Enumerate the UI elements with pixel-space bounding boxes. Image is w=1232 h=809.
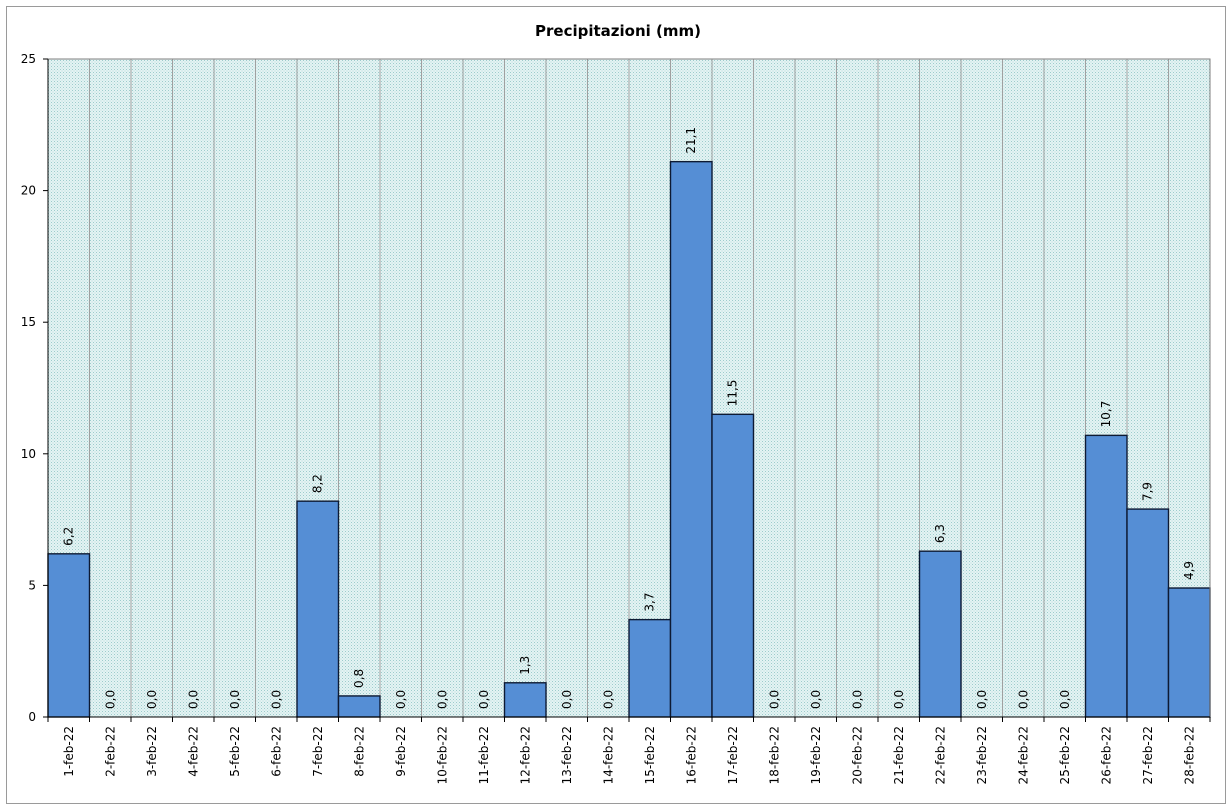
x-tick-label: 12-feb-22 <box>518 726 532 784</box>
data-label: 0,0 <box>767 690 781 709</box>
x-tick-label: 22-feb-22 <box>933 726 947 784</box>
x-tick-label: 28-feb-22 <box>1182 726 1196 784</box>
data-label: 4,9 <box>1182 561 1196 580</box>
data-label: 0,0 <box>269 690 283 709</box>
chart-title: Precipitazioni (mm) <box>535 22 701 40</box>
bar <box>337 695 381 718</box>
x-tick-label: 11-feb-22 <box>477 726 491 784</box>
data-label: 10,7 <box>1099 401 1113 428</box>
x-tick-label: 18-feb-22 <box>767 726 781 784</box>
data-label: 0,0 <box>1058 690 1072 709</box>
x-tick-label: 8-feb-22 <box>352 726 366 777</box>
bar <box>47 553 91 718</box>
data-label: 0,0 <box>560 690 574 709</box>
data-label: 21,1 <box>684 127 698 154</box>
x-tick-label: 7-feb-22 <box>311 726 325 777</box>
y-tick-label: 10 <box>21 447 36 461</box>
data-label: 0,0 <box>186 690 200 709</box>
x-tick-label: 13-feb-22 <box>560 726 574 784</box>
x-tick-label: 15-feb-22 <box>643 726 657 784</box>
data-label: 0,0 <box>601 690 615 709</box>
x-tick-label: 5-feb-22 <box>228 726 242 777</box>
y-tick-label: 20 <box>21 184 36 198</box>
x-tick-label: 19-feb-22 <box>809 726 823 784</box>
data-label: 0,0 <box>477 690 491 709</box>
y-tick-label: 25 <box>21 52 36 66</box>
x-tick-label: 14-feb-22 <box>601 726 615 784</box>
bar <box>1167 587 1211 718</box>
data-label: 1,3 <box>518 656 532 675</box>
x-tick-label: 20-feb-22 <box>850 726 864 784</box>
x-tick-label: 1-feb-22 <box>62 726 76 777</box>
x-tick-label: 24-feb-22 <box>1016 726 1030 784</box>
data-label: 0,0 <box>394 690 408 709</box>
data-label: 0,0 <box>809 690 823 709</box>
x-tick-label: 16-feb-22 <box>684 726 698 784</box>
data-label: 7,9 <box>1141 482 1155 501</box>
data-label: 11,5 <box>726 380 740 407</box>
data-label: 3,7 <box>643 593 657 612</box>
bar <box>1126 508 1170 718</box>
bar <box>503 682 547 718</box>
x-tick-label: 23-feb-22 <box>975 726 989 784</box>
x-tick-label: 21-feb-22 <box>892 726 906 784</box>
data-label: 0,0 <box>1016 690 1030 709</box>
data-label: 8,2 <box>311 474 325 493</box>
data-label: 0,0 <box>975 690 989 709</box>
x-tick-label: 10-feb-22 <box>435 726 449 784</box>
data-label: 0,0 <box>228 690 242 709</box>
bar <box>918 550 962 718</box>
x-tick-label: 3-feb-22 <box>145 726 159 777</box>
bar <box>711 413 755 718</box>
data-label: 0,8 <box>352 669 366 688</box>
data-label: 0,0 <box>850 690 864 709</box>
x-tick-label: 27-feb-22 <box>1141 726 1155 784</box>
x-tick-label: 25-feb-22 <box>1058 726 1072 784</box>
bar <box>1084 434 1128 718</box>
x-tick-label: 9-feb-22 <box>394 726 408 777</box>
bar <box>628 618 672 718</box>
bar <box>669 160 713 718</box>
data-label: 0,0 <box>145 690 159 709</box>
x-tick-label: 26-feb-22 <box>1099 726 1113 784</box>
data-label: 0,0 <box>435 690 449 709</box>
data-label: 0,0 <box>103 690 117 709</box>
y-tick-label: 0 <box>28 710 36 724</box>
bar <box>296 500 340 718</box>
x-tick-label: 17-feb-22 <box>726 726 740 784</box>
data-label: 6,2 <box>62 527 76 546</box>
data-label: 6,3 <box>933 524 947 543</box>
y-tick-label: 15 <box>21 315 36 329</box>
x-tick-label: 6-feb-22 <box>269 726 283 777</box>
data-label: 0,0 <box>892 690 906 709</box>
x-tick-label: 4-feb-22 <box>186 726 200 777</box>
y-tick-label: 5 <box>28 578 36 592</box>
x-tick-label: 2-feb-22 <box>103 726 117 777</box>
